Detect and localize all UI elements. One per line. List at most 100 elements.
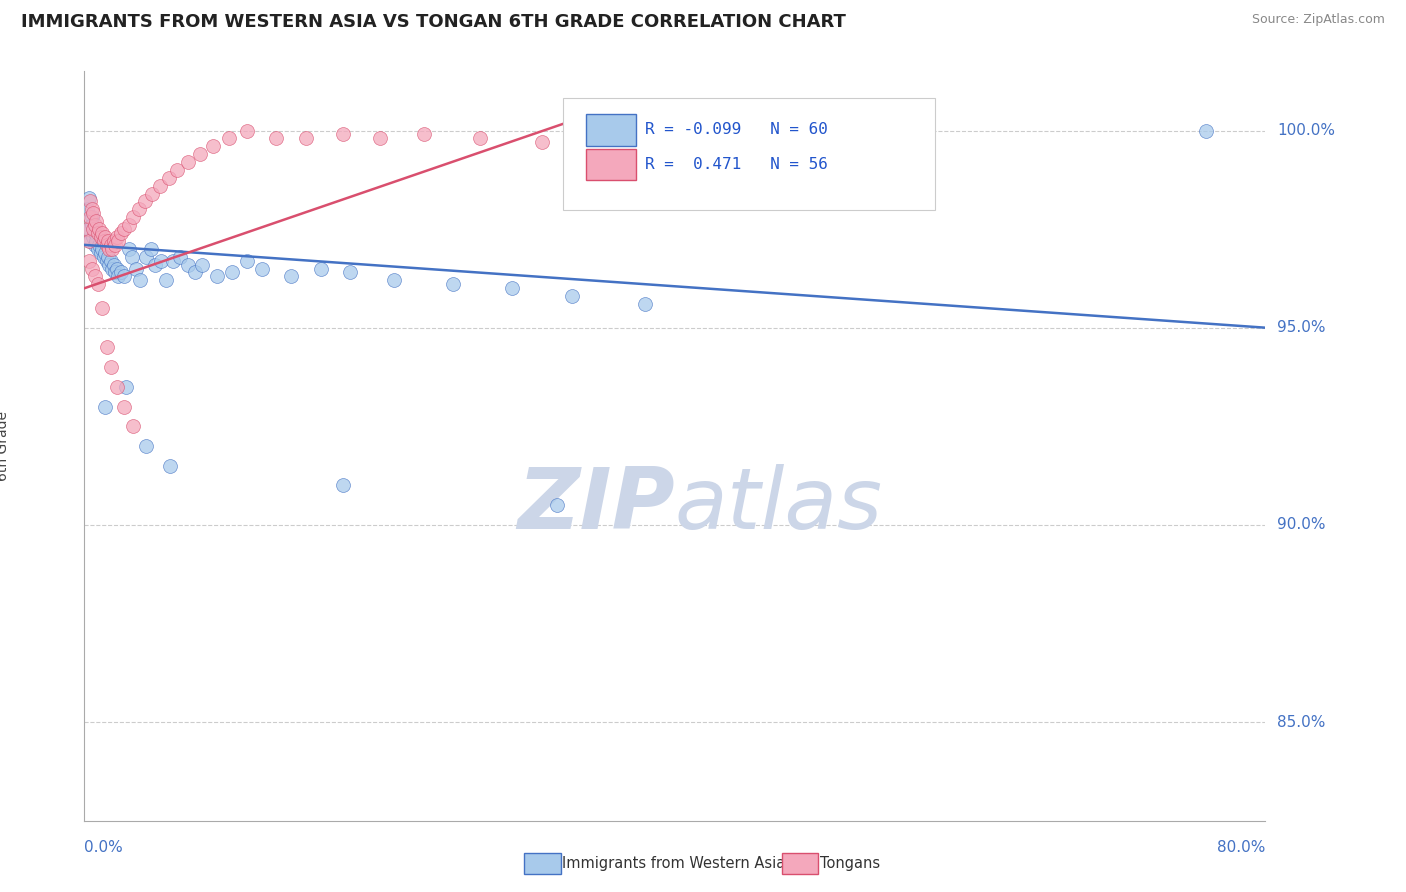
Point	[84, 214, 107, 228]
Point	[79, 234, 101, 248]
Point	[118, 218, 141, 232]
Point	[135, 250, 157, 264]
Point	[382, 273, 406, 287]
Point	[87, 238, 111, 252]
Point	[80, 261, 103, 276]
Point	[100, 360, 122, 375]
Point	[295, 131, 318, 145]
Point	[94, 230, 117, 244]
Text: 95.0%: 95.0%	[1277, 320, 1326, 335]
Point	[79, 211, 101, 225]
Point	[531, 136, 554, 150]
Point	[135, 439, 157, 453]
Point	[77, 222, 100, 236]
Point	[368, 131, 391, 145]
Point	[103, 234, 125, 248]
Point	[107, 269, 129, 284]
Point	[159, 458, 181, 473]
Point	[125, 261, 148, 276]
Point	[339, 265, 361, 279]
Point	[162, 253, 184, 268]
Text: 80.0%: 80.0%	[1218, 840, 1265, 855]
Text: R =  0.471   N = 56: R = 0.471 N = 56	[645, 157, 828, 172]
Text: atlas: atlas	[675, 465, 883, 548]
Point	[157, 170, 180, 185]
Point	[280, 269, 302, 284]
Point	[77, 190, 100, 204]
Point	[207, 269, 229, 284]
Point	[80, 218, 103, 232]
Point	[94, 400, 117, 414]
Point	[79, 194, 101, 209]
Point	[101, 261, 124, 276]
Point	[104, 238, 127, 252]
Point	[155, 273, 177, 287]
FancyBboxPatch shape	[586, 149, 636, 180]
Point	[413, 128, 436, 142]
Point	[76, 202, 98, 217]
Point	[82, 206, 104, 220]
Text: 0.0%: 0.0%	[84, 840, 124, 855]
Point	[122, 419, 145, 434]
Point	[112, 269, 135, 284]
Point	[468, 131, 491, 145]
Point	[83, 218, 105, 232]
Point	[101, 242, 124, 256]
Text: 100.0%: 100.0%	[1277, 123, 1336, 138]
Point	[90, 245, 112, 260]
Point	[221, 265, 243, 279]
Point	[177, 155, 200, 169]
Point	[86, 277, 108, 292]
Point	[218, 131, 240, 145]
Point	[143, 258, 166, 272]
Point	[201, 139, 224, 153]
Point	[97, 250, 120, 264]
Text: Immigrants from Western Asia: Immigrants from Western Asia	[562, 856, 786, 871]
Point	[107, 234, 129, 248]
Point	[546, 498, 568, 512]
Point	[134, 194, 156, 209]
Point	[76, 222, 98, 236]
Point	[332, 478, 354, 492]
Point	[309, 261, 332, 276]
Point	[114, 380, 136, 394]
FancyBboxPatch shape	[586, 114, 636, 145]
Point	[112, 222, 135, 236]
Point	[250, 261, 273, 276]
Point	[103, 258, 125, 272]
Point	[104, 265, 127, 279]
Point	[169, 250, 191, 264]
Point	[96, 253, 118, 268]
Point	[80, 211, 103, 225]
Point	[122, 211, 145, 225]
Point	[94, 245, 117, 260]
Point	[105, 261, 128, 276]
Text: IMMIGRANTS FROM WESTERN ASIA VS TONGAN 6TH GRADE CORRELATION CHART: IMMIGRANTS FROM WESTERN ASIA VS TONGAN 6…	[21, 13, 846, 31]
Point	[141, 186, 163, 201]
Point	[84, 234, 107, 248]
Point	[93, 234, 115, 248]
Text: Source: ZipAtlas.com: Source: ZipAtlas.com	[1251, 13, 1385, 27]
Point	[98, 258, 121, 272]
Text: 6th Grade: 6th Grade	[0, 411, 10, 481]
FancyBboxPatch shape	[562, 97, 935, 210]
Point	[105, 230, 128, 244]
Point	[98, 242, 121, 256]
Point	[97, 234, 120, 248]
Point	[118, 242, 141, 256]
Point	[80, 202, 103, 217]
Point	[86, 242, 108, 256]
Point	[105, 380, 128, 394]
Point	[82, 222, 104, 236]
Point	[150, 253, 173, 268]
Point	[96, 238, 118, 252]
Point	[100, 253, 122, 268]
Point	[191, 258, 214, 272]
Point	[100, 238, 122, 252]
Point	[634, 297, 657, 311]
Point	[90, 230, 112, 244]
Point	[91, 226, 114, 240]
Text: Tongans: Tongans	[820, 856, 880, 871]
Point	[166, 163, 188, 178]
Point	[83, 269, 105, 284]
